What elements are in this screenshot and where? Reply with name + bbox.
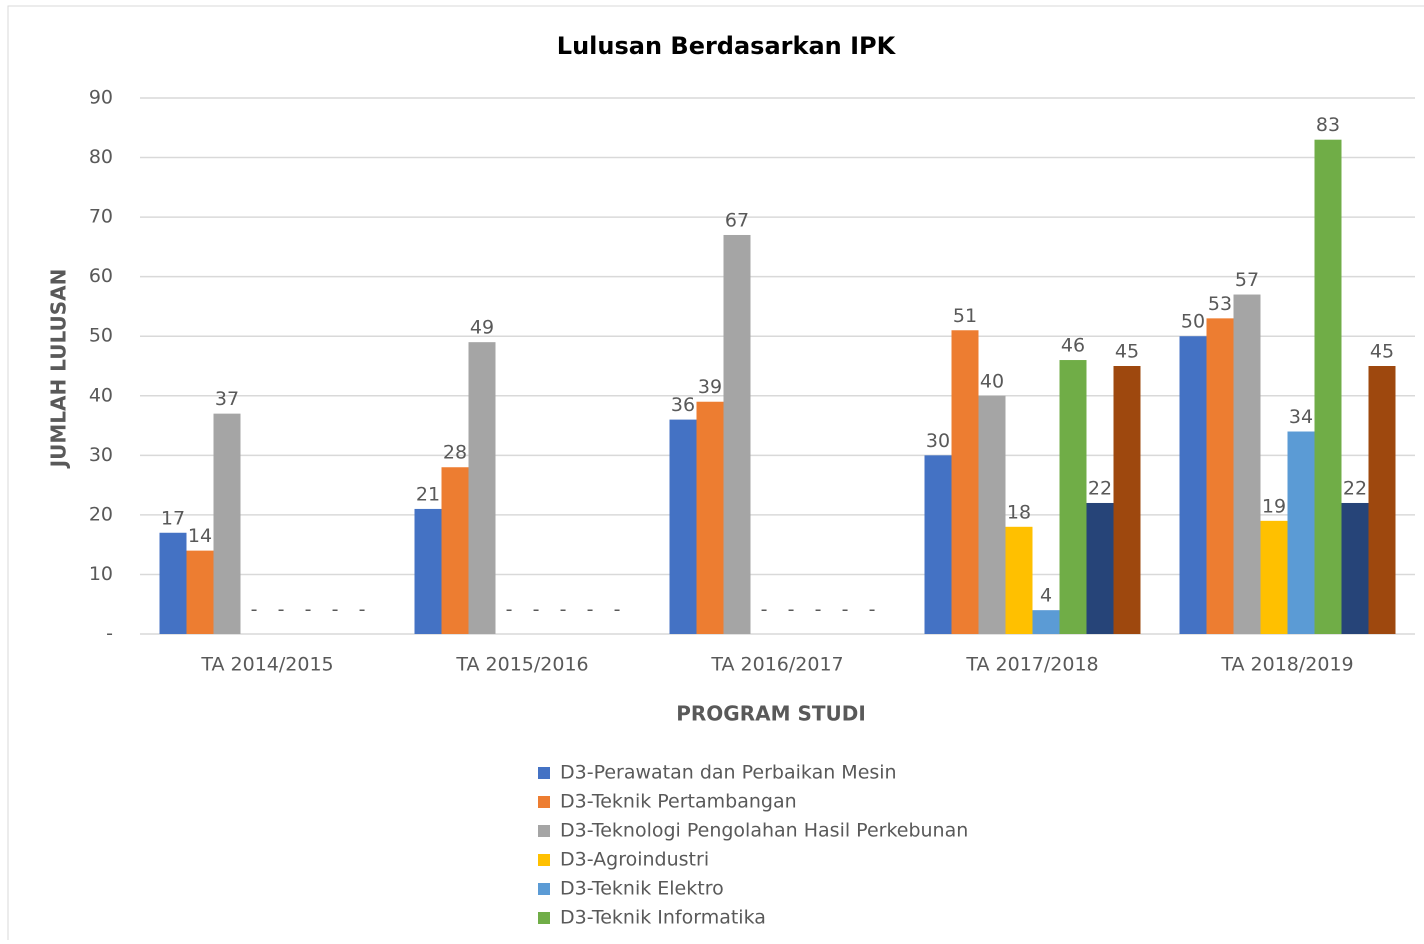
x-tick-label: TA 2018/2019 — [1220, 654, 1353, 676]
legend-swatch — [538, 825, 550, 837]
y-tick-label: - — [106, 623, 113, 645]
data-label: - — [587, 599, 594, 621]
data-label: - — [869, 599, 876, 621]
x-tick-label: TA 2014/2015 — [200, 654, 333, 676]
data-label: - — [560, 599, 567, 621]
data-label: 18 — [1007, 501, 1031, 523]
bar — [1368, 366, 1396, 634]
data-label: 36 — [671, 394, 695, 416]
legend-swatch — [538, 767, 550, 779]
bar — [1059, 360, 1087, 634]
data-label: 39 — [698, 376, 722, 398]
data-label: - — [533, 599, 540, 621]
bar — [1314, 139, 1342, 634]
data-label: 67 — [725, 209, 749, 231]
bar — [1233, 294, 1261, 634]
x-tick-label: TA 2017/2018 — [965, 654, 1098, 676]
legend-swatch — [538, 796, 550, 808]
bar — [1086, 502, 1114, 634]
bar — [441, 467, 469, 634]
data-label: 37 — [215, 388, 239, 410]
y-tick-label: 60 — [89, 265, 113, 287]
legend-swatch — [538, 912, 550, 924]
bar — [1032, 610, 1060, 634]
legend-label: D3-Teknik Informatika — [560, 907, 766, 929]
data-label: - — [842, 599, 849, 621]
legend-label: D3-Agroindustri — [560, 849, 709, 871]
data-label: 19 — [1262, 495, 1286, 517]
data-label: 83 — [1316, 114, 1340, 136]
legend-label: D3-Teknik Elektro — [560, 878, 724, 900]
chart-title: Lulusan Berdasarkan IPK — [557, 32, 897, 60]
data-label: 53 — [1208, 293, 1232, 315]
bar — [1005, 526, 1033, 634]
data-label: - — [761, 599, 768, 621]
bar — [1113, 366, 1141, 634]
bar — [213, 413, 241, 634]
data-label: 14 — [188, 525, 212, 547]
x-tick-label: TA 2016/2017 — [710, 654, 843, 676]
y-tick-label: 10 — [89, 563, 113, 585]
data-label: - — [359, 599, 366, 621]
bar — [1260, 520, 1288, 634]
data-label: 49 — [470, 317, 494, 339]
data-label: 4 — [1040, 585, 1052, 607]
y-tick-label: 30 — [89, 444, 113, 466]
data-label: 45 — [1115, 341, 1139, 363]
bar — [1287, 431, 1315, 634]
y-tick-label: 90 — [89, 87, 113, 109]
y-axis-label: JUMLAH LULUSAN — [47, 269, 71, 470]
data-label: 57 — [1235, 269, 1259, 291]
bar — [1206, 318, 1234, 634]
bar — [978, 395, 1006, 634]
data-label: 50 — [1181, 311, 1205, 333]
x-tick-label: TA 2015/2016 — [455, 654, 588, 676]
data-label: - — [815, 599, 822, 621]
data-label: 22 — [1088, 477, 1112, 499]
data-label: 46 — [1061, 335, 1085, 357]
bar — [924, 455, 952, 634]
bar — [1341, 502, 1369, 634]
bar — [669, 419, 697, 634]
data-label: - — [614, 599, 621, 621]
data-label: 28 — [443, 442, 467, 464]
legend-label: D3-Teknologi Pengolahan Hasil Perkebunan — [560, 820, 968, 842]
bar — [414, 508, 442, 634]
x-axis-label: PROGRAM STUDI — [676, 702, 866, 726]
y-tick-label: 40 — [89, 384, 113, 406]
data-label: 30 — [926, 430, 950, 452]
data-label: 45 — [1370, 341, 1394, 363]
data-label: - — [251, 599, 258, 621]
bar — [696, 401, 724, 634]
data-label: 21 — [416, 483, 440, 505]
legend-label: D3-Teknik Pertambangan — [560, 791, 797, 813]
data-label: 34 — [1289, 406, 1313, 428]
y-tick-label: 70 — [89, 206, 113, 228]
bar — [186, 550, 214, 634]
bar — [951, 330, 979, 634]
y-tick-label: 80 — [89, 146, 113, 168]
data-label: - — [788, 599, 795, 621]
data-label: 51 — [953, 305, 977, 327]
data-label: - — [506, 599, 513, 621]
data-label: 22 — [1343, 477, 1367, 499]
y-tick-label: 20 — [89, 503, 113, 525]
data-label: - — [332, 599, 339, 621]
bar — [468, 342, 496, 634]
bar — [1179, 336, 1207, 634]
legend-swatch — [538, 883, 550, 895]
bar — [159, 532, 187, 634]
legend-swatch — [538, 854, 550, 866]
legend-label: D3-Perawatan dan Perbaikan Mesin — [560, 762, 897, 784]
data-label: 40 — [980, 370, 1004, 392]
data-label: 17 — [161, 507, 185, 529]
bar — [723, 234, 751, 634]
data-label: - — [278, 599, 285, 621]
data-label: - — [305, 599, 312, 621]
y-tick-label: 50 — [89, 325, 113, 347]
